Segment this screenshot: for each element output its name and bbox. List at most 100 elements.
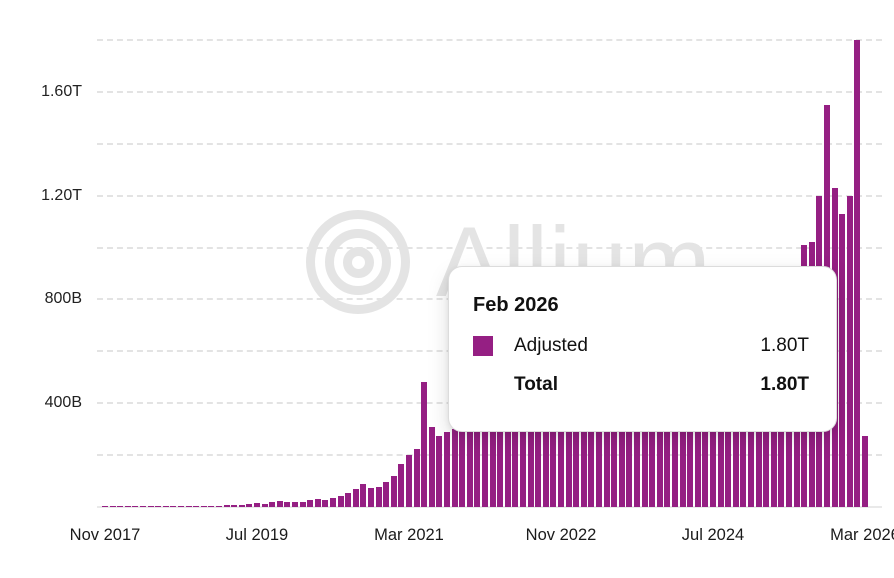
x-axis-label: Mar 2021 [374, 526, 444, 544]
bar[interactable] [633, 390, 641, 507]
bar[interactable] [200, 505, 207, 507]
tooltip-row-value: 1.80T [760, 374, 809, 395]
bar[interactable] [193, 505, 200, 507]
y-axis-labels: 400B 800B 1.20T 1.60T [0, 0, 85, 507]
bar[interactable] [185, 505, 192, 507]
bar[interactable] [588, 390, 595, 507]
bar[interactable] [451, 429, 458, 507]
tooltip-row-total: Total 1.80T [473, 374, 809, 396]
bar[interactable] [664, 369, 671, 507]
bar[interactable] [117, 506, 124, 507]
logo-middle-ring [325, 229, 391, 295]
bar[interactable] [307, 499, 314, 507]
bar[interactable] [436, 435, 443, 507]
bar[interactable] [139, 506, 147, 507]
bar[interactable] [557, 395, 565, 507]
x-axis-label: Jul 2024 [681, 526, 745, 544]
bar[interactable] [474, 413, 481, 507]
bar[interactable] [109, 506, 116, 507]
bar[interactable] [322, 499, 329, 507]
bar[interactable] [398, 464, 405, 507]
bar[interactable] [162, 506, 169, 507]
bar[interactable] [603, 390, 610, 507]
bar[interactable] [618, 390, 625, 507]
bar[interactable] [527, 408, 534, 507]
bar[interactable] [375, 486, 382, 507]
bar[interactable] [497, 411, 504, 507]
bar[interactable] [101, 506, 109, 507]
bar[interactable] [383, 482, 390, 507]
y-axis-label: 1.60T [41, 82, 82, 100]
bar[interactable] [443, 431, 451, 507]
bar[interactable] [854, 40, 861, 507]
bar[interactable] [223, 505, 230, 507]
bar[interactable] [208, 505, 215, 507]
bar[interactable] [291, 502, 299, 507]
bar[interactable] [276, 501, 283, 507]
bar[interactable] [656, 374, 663, 507]
bar[interactable] [246, 504, 253, 507]
bar[interactable] [124, 506, 131, 507]
bar[interactable] [215, 505, 223, 507]
bar[interactable] [337, 496, 344, 507]
bar[interactable] [299, 501, 306, 507]
bar[interactable] [155, 506, 162, 507]
bar[interactable] [550, 400, 557, 507]
bar[interactable] [345, 492, 352, 507]
bar[interactable] [147, 506, 154, 507]
bar[interactable] [253, 503, 261, 507]
bar[interactable] [231, 505, 238, 507]
bar[interactable] [428, 426, 435, 507]
tooltip-row-adjusted: Adjusted 1.80T [473, 335, 809, 357]
bar[interactable] [861, 435, 869, 507]
x-axis-label: Nov 2017 [69, 526, 141, 544]
bar[interactable] [535, 405, 542, 507]
bar[interactable] [269, 501, 276, 507]
concentric-circles-logo-icon [306, 210, 410, 314]
bar[interactable] [611, 392, 618, 507]
bar[interactable] [489, 416, 496, 507]
bar[interactable] [329, 497, 337, 507]
bar[interactable] [170, 506, 177, 507]
bar[interactable] [580, 395, 587, 507]
bar[interactable] [413, 448, 420, 507]
bar[interactable] [238, 504, 245, 507]
x-axis-label: Nov 2022 [525, 526, 597, 544]
bar[interactable] [390, 475, 397, 507]
bar[interactable] [132, 506, 139, 507]
bar[interactable] [314, 499, 321, 507]
bar[interactable] [595, 392, 603, 507]
bar[interactable] [641, 385, 648, 507]
gridline [97, 39, 882, 41]
bar[interactable] [352, 488, 359, 507]
bar[interactable] [565, 403, 572, 507]
bar[interactable] [573, 398, 580, 507]
bar[interactable] [360, 483, 367, 507]
bar[interactable] [261, 503, 268, 507]
bar[interactable] [481, 408, 489, 507]
bar[interactable] [405, 455, 413, 507]
bar[interactable] [846, 195, 853, 507]
logo-inner-ring [342, 246, 374, 278]
bar[interactable] [284, 501, 291, 507]
bar[interactable] [542, 403, 549, 507]
bar[interactable] [459, 423, 466, 507]
bar[interactable] [367, 487, 375, 507]
gridline [97, 246, 882, 249]
bar[interactable] [519, 403, 527, 507]
bar[interactable] [839, 213, 846, 507]
y-axis-label: 400B [44, 394, 82, 412]
bar[interactable] [671, 364, 679, 507]
bar[interactable] [649, 379, 656, 507]
bar[interactable] [504, 405, 511, 507]
chart-tooltip: Feb 2026 Adjusted 1.80T Total 1.80T [448, 266, 837, 432]
y-axis-label: 1.20T [41, 186, 82, 204]
bar[interactable] [421, 382, 428, 507]
bar[interactable] [177, 505, 185, 507]
bar[interactable] [512, 398, 519, 507]
bar[interactable] [466, 418, 473, 507]
bar[interactable] [626, 392, 633, 507]
y-axis-label: 800B [44, 290, 82, 308]
